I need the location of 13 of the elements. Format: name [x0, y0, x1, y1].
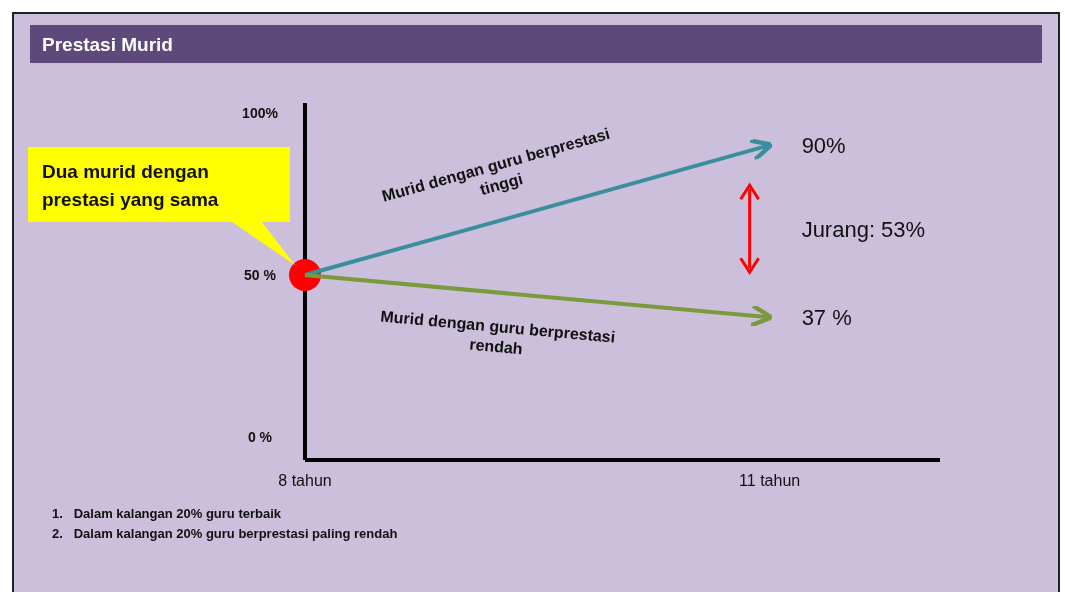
x-tick-label: 11 tahun [739, 472, 801, 489]
annotation: Jurang: 53% [801, 216, 926, 242]
text: 1. Dalam kalangan 20% guru terbaik [52, 506, 282, 521]
data-label: 90% [801, 133, 846, 159]
text: Dua murid dengan prestasi yang sama [42, 161, 219, 210]
data-label: 37 % [801, 305, 852, 331]
text: Prestasi Murid [42, 34, 173, 55]
y-tick-label: 100% [242, 104, 279, 121]
text: 2. Dalam kalangan 20% guru berprestasi paling rendah [52, 526, 398, 541]
x-tick-label: 8 tahun [278, 472, 332, 489]
y-tick-label: 50 % [244, 267, 277, 284]
y-tick-label: 0 % [247, 429, 273, 446]
text: Murid dengan guru berprestasi rendah [379, 307, 616, 358]
